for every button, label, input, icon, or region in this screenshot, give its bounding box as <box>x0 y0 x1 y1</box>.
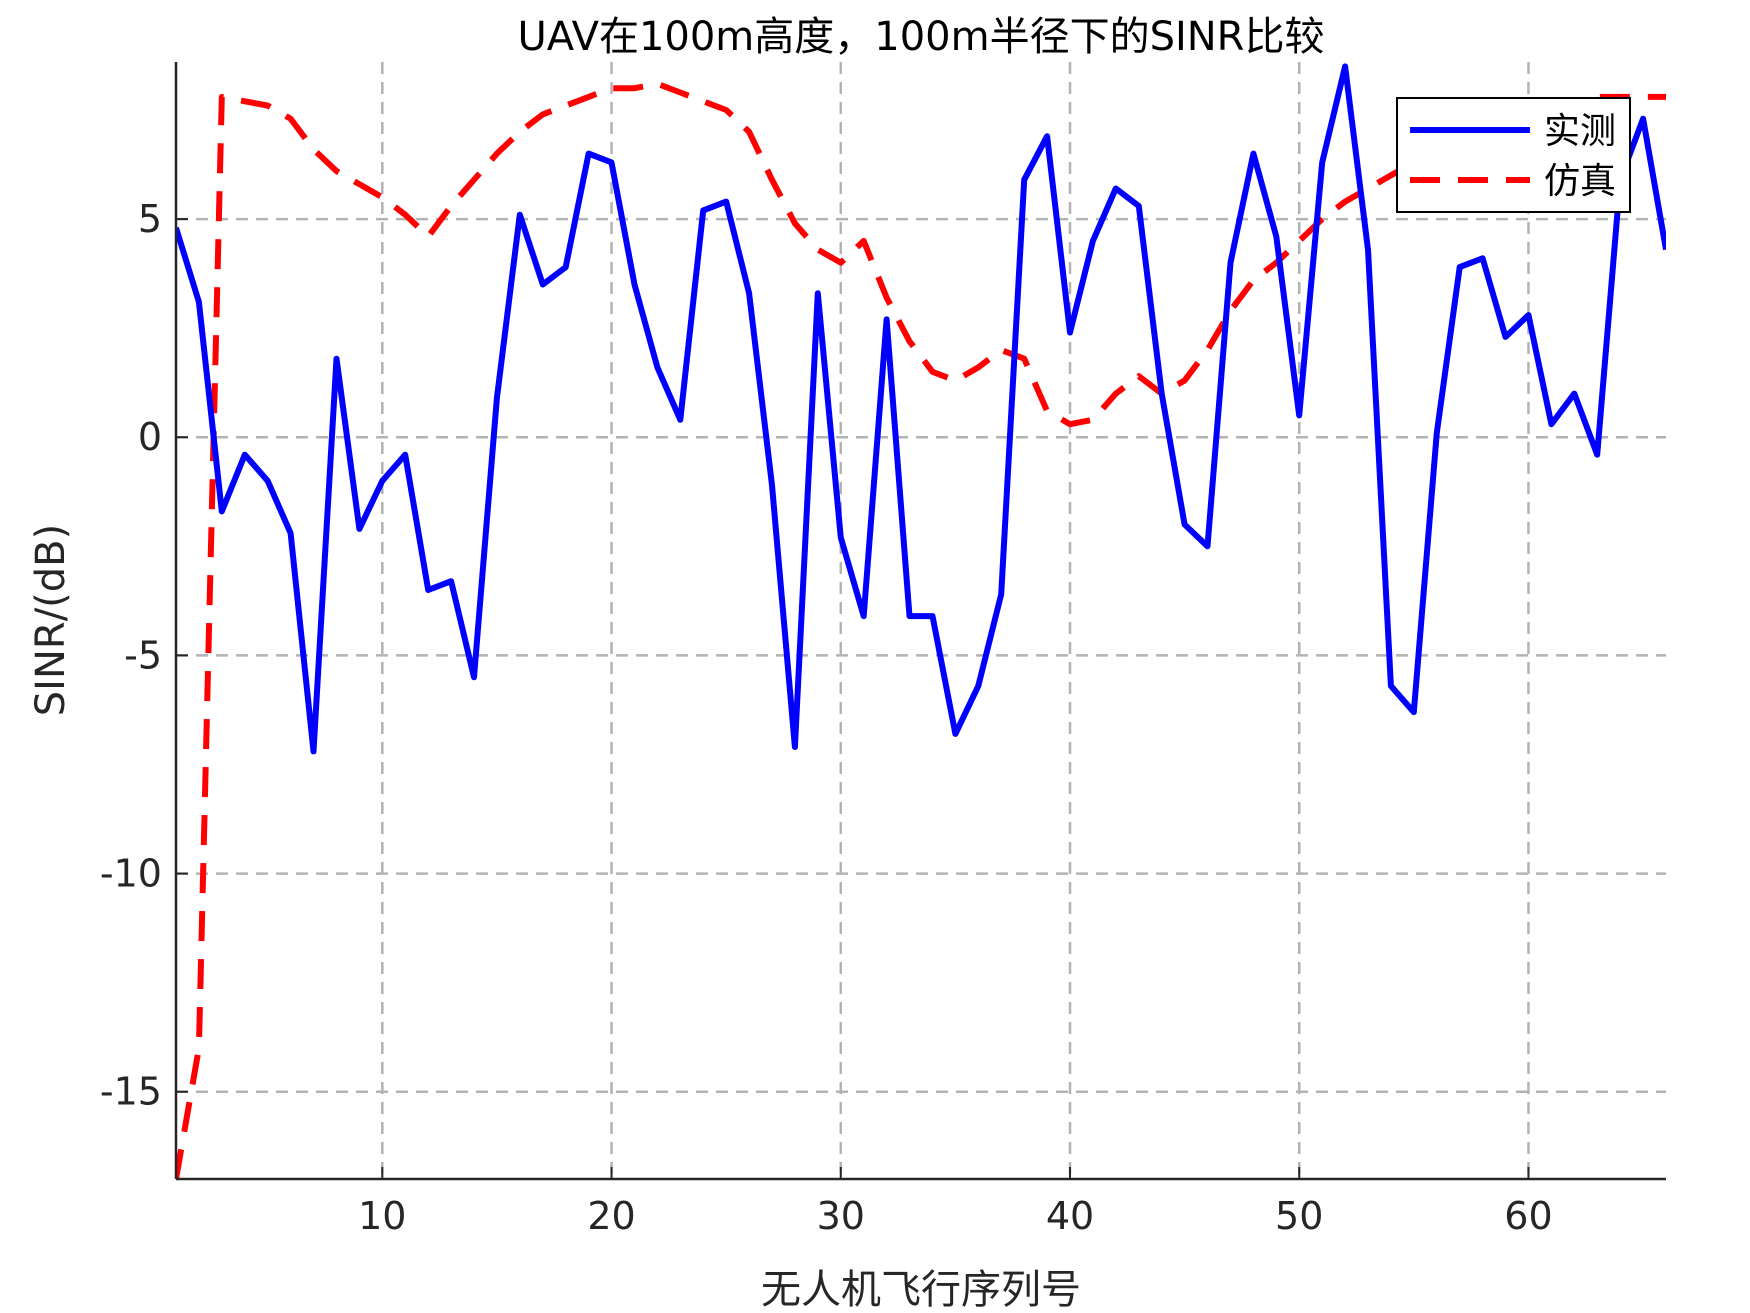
y-tick-label: -10 <box>100 852 162 896</box>
x-tick-label: 60 <box>1504 1194 1552 1238</box>
y-axis-title: SINR/(dB) <box>28 524 74 716</box>
legend-box <box>1396 97 1631 213</box>
x-tick-label: 40 <box>1046 1194 1094 1238</box>
legend: 实测 仿真 <box>1396 97 1631 213</box>
x-axis-title: 无人机飞行序列号 <box>761 1267 1081 1313</box>
y-tick-label: -5 <box>124 633 162 677</box>
series-layer <box>176 63 1666 1179</box>
tick-labels: 10 20 30 40 50 60 -15 -10 -5 0 5 <box>100 197 1553 1238</box>
plot-area <box>176 62 1666 1179</box>
y-tick-label: 5 <box>138 197 162 241</box>
x-tick-label: 50 <box>1275 1194 1323 1238</box>
x-tick-label: 30 <box>817 1194 865 1238</box>
axes-layer <box>174 62 1666 1181</box>
legend-label-measured: 实测 <box>1544 111 1616 152</box>
y-tick-label: 0 <box>138 415 162 459</box>
x-tick-label: 20 <box>587 1194 635 1238</box>
x-tick-label: 10 <box>358 1194 406 1238</box>
legend-label-simulated: 仿真 <box>1544 161 1616 202</box>
series-line-measured <box>176 63 1666 755</box>
chart-title: UAV在100m高度，100m半径下的SINR比较 <box>518 14 1325 60</box>
y-tick-label: -15 <box>100 1070 162 1114</box>
